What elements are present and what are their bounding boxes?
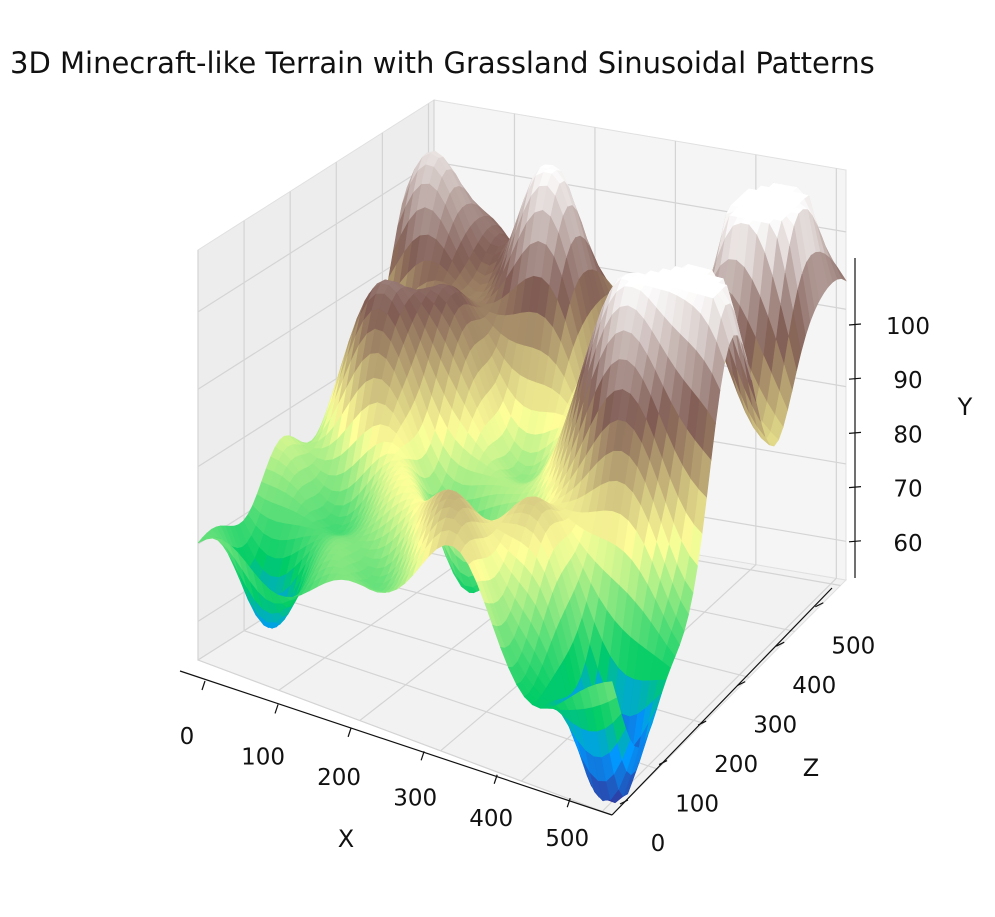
y-tick-label: 90 bbox=[893, 368, 922, 394]
z-tick-label: 100 bbox=[675, 792, 719, 818]
z-axis-line bbox=[611, 587, 833, 816]
y-tick-label: 70 bbox=[893, 477, 922, 503]
x-axis-line bbox=[179, 670, 613, 816]
tick-mark bbox=[566, 797, 571, 808]
x-axis-label: X bbox=[338, 825, 354, 853]
z-tick-label: 300 bbox=[753, 713, 797, 739]
chart-title: 3D Minecraft-like Terrain with Grassland… bbox=[10, 46, 875, 80]
tick-mark bbox=[775, 641, 785, 647]
tick-mark bbox=[697, 720, 707, 726]
tick-mark bbox=[848, 431, 862, 434]
tick-mark bbox=[493, 774, 498, 784]
z-tick-label: 200 bbox=[714, 752, 758, 778]
y-tick-label: 100 bbox=[886, 314, 930, 340]
terrain-surface bbox=[197, 150, 847, 804]
axis-lines bbox=[179, 258, 856, 816]
x-tick-label: 400 bbox=[469, 806, 513, 832]
tick-mark bbox=[815, 602, 824, 608]
x-tick-label: 300 bbox=[393, 785, 437, 811]
tick-mark bbox=[201, 680, 206, 691]
tick-mark bbox=[848, 486, 862, 489]
z-tick-label: 0 bbox=[651, 831, 666, 857]
tick-mark bbox=[347, 727, 352, 738]
x-tick-label: 500 bbox=[545, 826, 589, 852]
x-tick-label: 0 bbox=[180, 724, 195, 750]
tick-mark bbox=[274, 704, 279, 714]
tick-mark bbox=[736, 681, 746, 687]
tick-mark bbox=[848, 540, 862, 543]
tick-mark bbox=[420, 751, 425, 761]
tick-marks bbox=[201, 323, 862, 808]
y-axis-label: Y bbox=[957, 393, 973, 421]
tick-mark bbox=[848, 377, 862, 380]
z-tick-label: 500 bbox=[831, 634, 875, 660]
tick-mark bbox=[619, 799, 629, 805]
z-gridline-floor bbox=[197, 659, 613, 816]
y-gridline-left bbox=[197, 161, 435, 313]
tick-mark bbox=[658, 760, 668, 766]
tick-mark bbox=[848, 323, 862, 326]
x-tick-label: 100 bbox=[241, 744, 285, 770]
z-tick-label: 400 bbox=[792, 673, 836, 699]
surface-facet bbox=[603, 681, 617, 702]
z-axis-label: Z bbox=[803, 754, 819, 782]
x-gridline-floor bbox=[601, 577, 837, 812]
tick-labels: 0 100 200 300 400 500 0 100 200 300 400 500 100 90 80 7… bbox=[180, 314, 930, 857]
y-tick-label: 80 bbox=[893, 422, 922, 448]
x-tick-label: 200 bbox=[317, 765, 361, 791]
y-tick-label: 60 bbox=[893, 531, 922, 557]
